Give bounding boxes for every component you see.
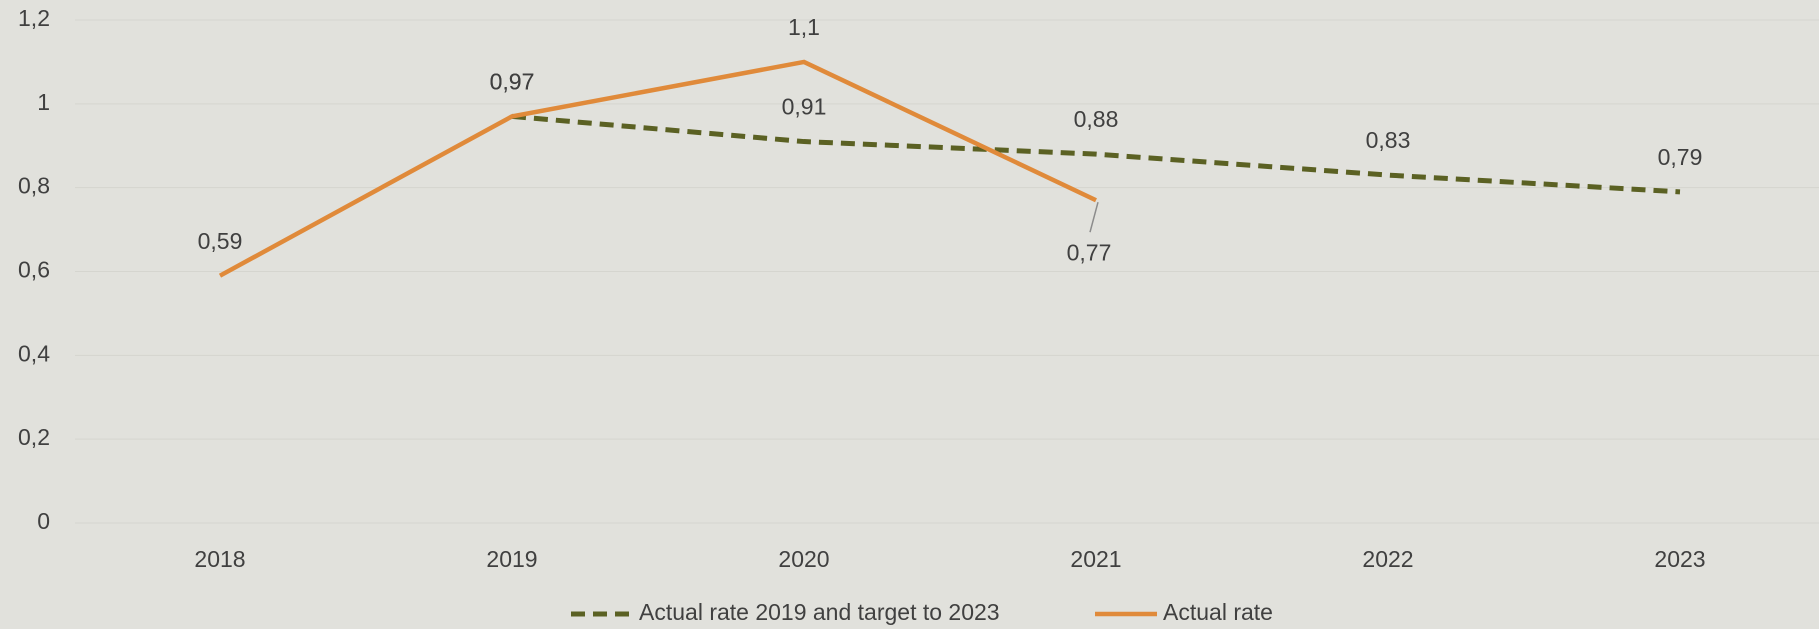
data-label: 0,79: [1658, 144, 1703, 170]
y-tick-label: 0: [37, 508, 50, 534]
leader-line: [1089, 202, 1099, 233]
legend-label: Actual rate: [1163, 599, 1273, 625]
data-label: 0,83: [1366, 127, 1411, 153]
legend-label: Actual rate 2019 and target to 2023: [639, 599, 1000, 625]
x-tick-label: 2018: [194, 546, 245, 572]
x-tick-label: 2021: [1070, 546, 1121, 572]
x-tick-label: 2020: [778, 546, 829, 572]
line-series: [511, 113, 1681, 195]
data-label: 1,1: [788, 14, 820, 40]
data-label: 0,77: [1067, 239, 1112, 265]
y-tick-label: 1,2: [18, 5, 50, 31]
x-tick-label: 2022: [1362, 546, 1413, 572]
data-label: 0,59: [198, 228, 243, 254]
y-tick-label: 0,8: [18, 173, 50, 199]
data-label: 0,97: [490, 68, 535, 94]
data-label: 0,88: [1074, 106, 1119, 132]
data-label: 0,91: [782, 94, 827, 120]
y-tick-label: 1: [37, 89, 50, 115]
y-tick-label: 0,2: [18, 424, 50, 450]
x-tick-label: 2023: [1654, 546, 1705, 572]
x-tick-label: 2019: [486, 546, 537, 572]
y-tick-label: 0,4: [18, 340, 50, 366]
y-tick-label: 0,6: [18, 257, 50, 283]
data-label: 0,97: [490, 68, 535, 94]
line-series: [218, 59, 1097, 278]
